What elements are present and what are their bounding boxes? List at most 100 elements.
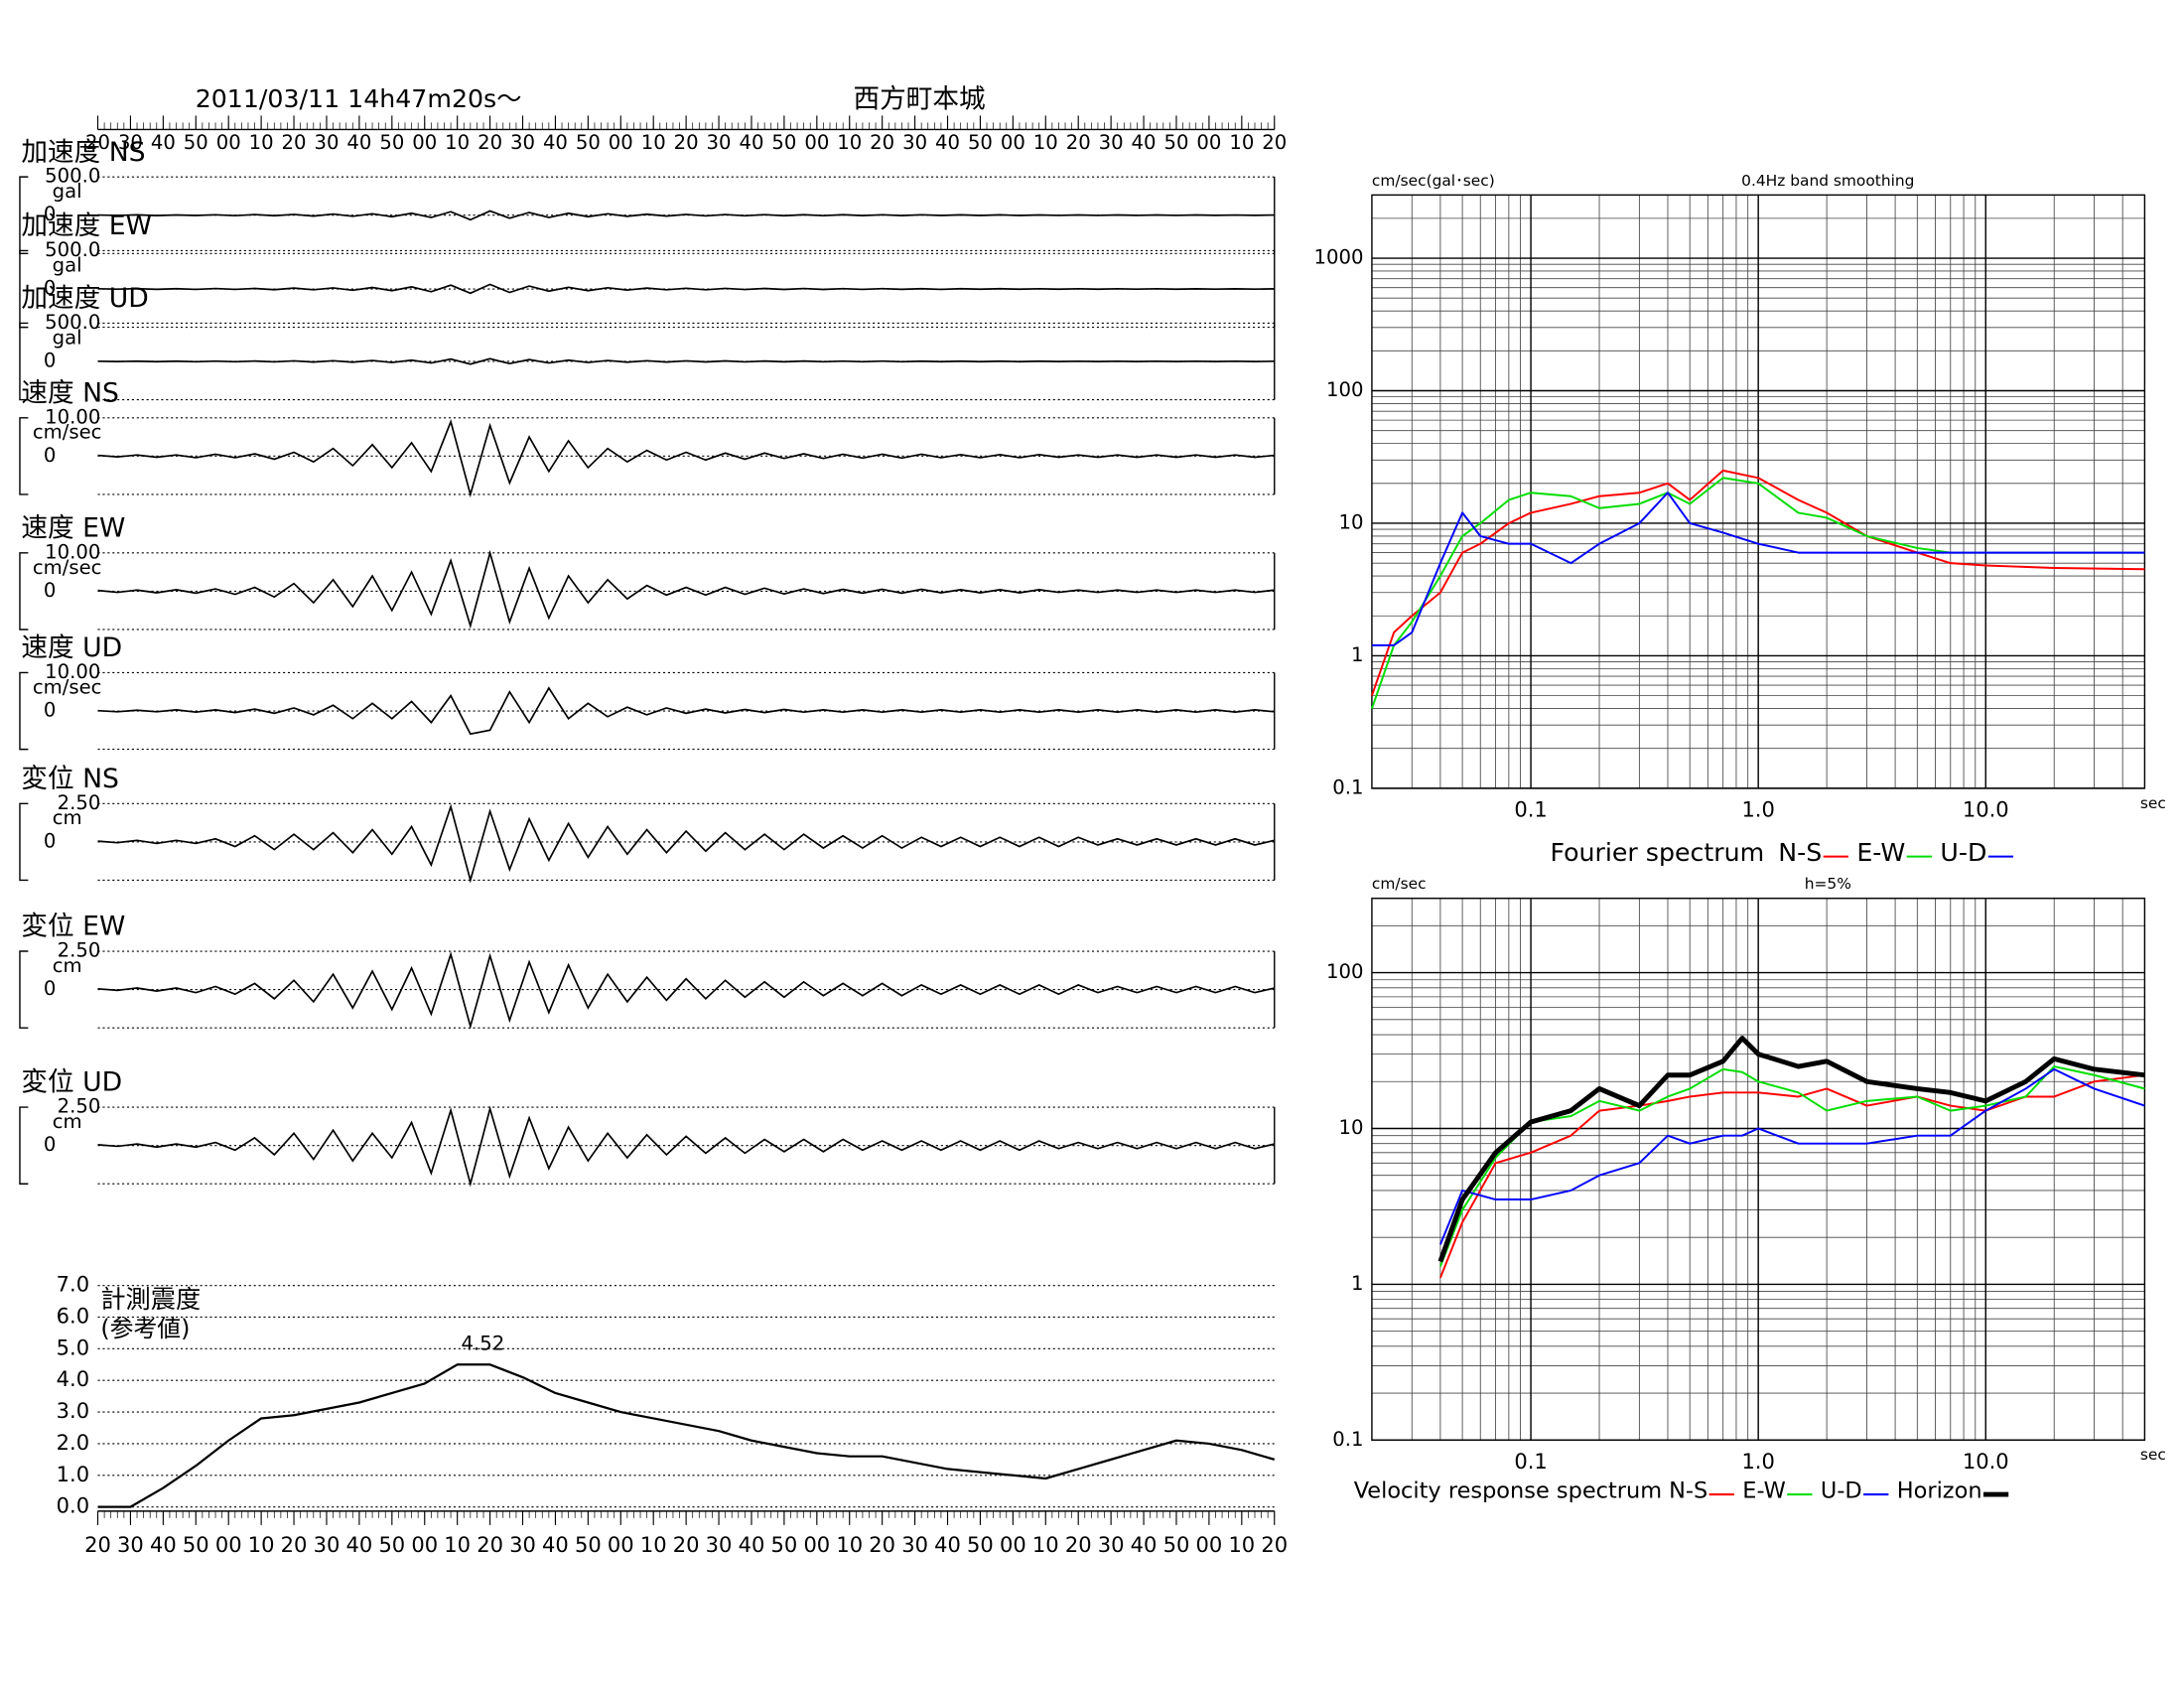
trace xyxy=(97,803,1275,884)
legend-label: Horizon xyxy=(1897,1478,1982,1504)
y-tick-label: 10.00 xyxy=(45,540,100,563)
x-tick-label: 40 xyxy=(346,1532,373,1557)
panel-bracket xyxy=(19,950,29,1029)
x-tick-label: 50 xyxy=(967,1532,994,1557)
x-tick-label: 20 xyxy=(477,1532,503,1557)
trace xyxy=(97,283,1275,295)
unit-label: cm/sec xyxy=(33,675,102,698)
legend-title: Velocity response spectrum xyxy=(1354,1478,1662,1504)
y-tick-label: 500.0 xyxy=(45,311,100,334)
y-tick-label: 0.1 xyxy=(1332,1428,1363,1451)
x-tick-label: 20 xyxy=(1066,131,1091,154)
x-tick-label: 20 xyxy=(1262,131,1287,154)
x-tick-label: 00 xyxy=(1000,1532,1026,1557)
legend-label: U-D xyxy=(1940,838,1986,867)
panel-bracket xyxy=(19,417,29,495)
panel-label: 加速度 UD xyxy=(21,283,148,314)
unit-label: gal xyxy=(53,253,82,276)
y-tick-label: 1 xyxy=(1351,1272,1364,1295)
y-tick-label: 4.0 xyxy=(57,1366,89,1391)
series-line xyxy=(1371,469,2145,696)
x-tick-label: 30 xyxy=(314,1532,341,1557)
x-tick-label: 20 xyxy=(281,1532,308,1557)
y-tick-label: 10 xyxy=(1339,510,1364,533)
trace xyxy=(97,1105,1275,1188)
panel-bracket xyxy=(19,552,29,631)
x-tick-label: 50 xyxy=(378,1532,405,1557)
x-tick-label: 50 xyxy=(771,1532,798,1557)
panel-label: 変位 NS xyxy=(21,764,119,794)
panel-bracket xyxy=(19,249,29,329)
x-tick-label: 40 xyxy=(935,131,960,154)
unit-label: gal xyxy=(53,326,82,349)
y-tick-label: 10.00 xyxy=(45,660,100,683)
x-tick-label: 30 xyxy=(314,131,339,154)
x-tick-label: 30 xyxy=(118,131,143,154)
x-tick-label: 10 xyxy=(248,1532,275,1557)
y-tick-label: 0.1 xyxy=(1332,775,1363,798)
x-tick-label: 00 xyxy=(803,1532,830,1557)
x-tick-label: 40 xyxy=(1132,131,1157,154)
panel-bracket xyxy=(19,1106,29,1185)
x-tick-label: 40 xyxy=(934,1532,961,1557)
x-tick-label: 1.0 xyxy=(1741,1449,1774,1474)
y-tick-label: 0 xyxy=(44,444,56,467)
x-tick-label: 10 xyxy=(1228,1532,1255,1557)
x-tick-label: 20 xyxy=(282,131,307,154)
x-tick-label: 20 xyxy=(869,1532,895,1557)
x-tick-label: 40 xyxy=(739,1532,765,1557)
x-tick-label: 40 xyxy=(151,131,176,154)
x-tick-label: 50 xyxy=(575,1532,602,1557)
x-tick-label: 20 xyxy=(1065,1532,1092,1557)
x-tick-label: 40 xyxy=(739,131,763,154)
trace xyxy=(97,210,1275,221)
x-tick-label: 10 xyxy=(444,1532,471,1557)
x-axis-label: sec xyxy=(2140,794,2166,812)
legend-label: N-S xyxy=(1778,838,1822,867)
x-tick-label: 00 xyxy=(411,1532,438,1557)
x-tick-label: 20 xyxy=(870,131,894,154)
x-tick-label: 50 xyxy=(771,131,796,154)
panel-bracket xyxy=(19,176,29,254)
y-tick-label: 0.0 xyxy=(57,1493,89,1518)
x-tick-label: 10 xyxy=(836,1532,863,1557)
x-tick-label: 0.1 xyxy=(1514,796,1547,821)
y-tick-label: 500.0 xyxy=(45,238,100,261)
station-name: 西方町本城 xyxy=(853,83,985,114)
y-tick-label: 10 xyxy=(1339,1116,1364,1139)
x-tick-label: 20 xyxy=(84,1532,111,1557)
legend-label: E-W xyxy=(1856,838,1905,867)
x-tick-label: 40 xyxy=(542,1532,569,1557)
x-tick-label: 40 xyxy=(1131,1532,1158,1557)
x-tick-label: 00 xyxy=(412,131,437,154)
unit-label: cm xyxy=(53,806,82,829)
y-tick-label: 2.0 xyxy=(57,1430,89,1455)
x-tick-label: 10 xyxy=(249,131,274,154)
y-axis-label: cm/sec(gal･sec) xyxy=(1372,172,1495,190)
x-tick-label: 20 xyxy=(673,1532,700,1557)
y-tick-label: 500.0 xyxy=(45,165,100,188)
unit-label: cm/sec xyxy=(33,556,102,579)
x-tick-label: 10.0 xyxy=(1963,1449,2009,1474)
x-tick-label: 30 xyxy=(901,1532,928,1557)
y-tick-label: 0 xyxy=(44,1133,56,1156)
y-tick-label: 3.0 xyxy=(57,1398,89,1423)
x-tick-label: 50 xyxy=(184,131,208,154)
panel-label: 加速度 EW xyxy=(21,211,152,241)
unit-label: cm/sec xyxy=(33,421,102,444)
x-tick-label: 10 xyxy=(1033,131,1058,154)
trace xyxy=(97,951,1275,1030)
y-tick-label: 6.0 xyxy=(57,1303,89,1328)
x-tick-label: 20 xyxy=(1261,1532,1288,1557)
y-tick-label: 0 xyxy=(44,203,56,225)
x-tick-label: 00 xyxy=(804,131,829,154)
y-tick-label: 2.50 xyxy=(58,791,101,814)
panel-bracket xyxy=(19,671,29,751)
x-tick-label: 10 xyxy=(837,131,862,154)
chart-title: 計測震度 xyxy=(100,1285,201,1314)
series-line xyxy=(1438,1067,2145,1245)
y-tick-label: 10.00 xyxy=(45,405,100,428)
